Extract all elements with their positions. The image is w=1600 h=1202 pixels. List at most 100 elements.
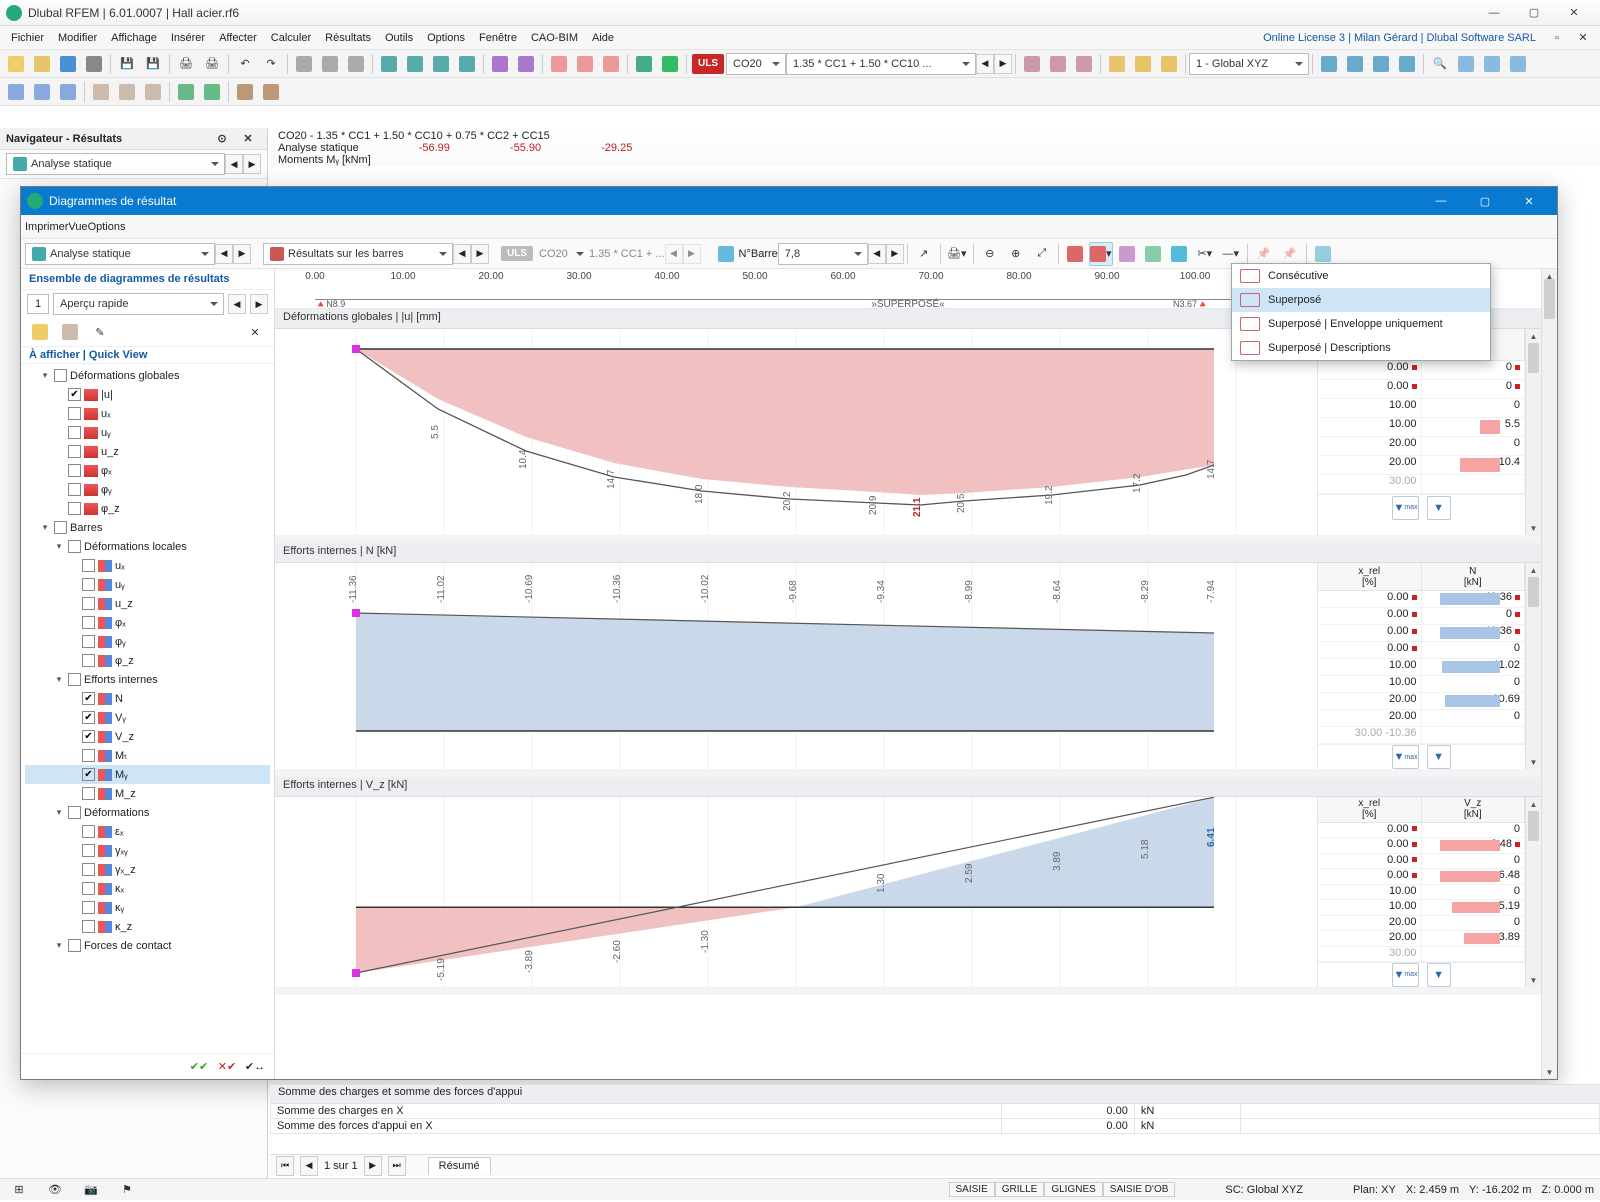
- tree-node-11[interactable]: uᵧ: [25, 575, 270, 594]
- rd-chart-mode-icon[interactable]: [1311, 242, 1335, 266]
- close-button[interactable]: ✕: [1554, 1, 1594, 25]
- foot-next[interactable]: ▶: [364, 1156, 382, 1176]
- inner-close-icon[interactable]: ✕: [1571, 26, 1595, 50]
- tree-node-28[interactable]: κᵧ: [25, 898, 270, 917]
- tree-node-15[interactable]: φ_z: [25, 651, 270, 670]
- popup-item-0[interactable]: Consécutive: [1232, 264, 1490, 288]
- tree-node-14[interactable]: φᵧ: [25, 632, 270, 651]
- rd-diag-5-icon[interactable]: [1167, 242, 1191, 266]
- combo-formula-dropdown[interactable]: 1.35 * CC1 + 1.50 * CC10 ...: [786, 53, 976, 75]
- chart-table-scroll-0[interactable]: ▲▼: [1525, 329, 1541, 535]
- restore-down-icon[interactable]: ▫: [1545, 26, 1569, 50]
- run-calc-icon[interactable]: [658, 52, 682, 76]
- rd-print-icon[interactable]: 🖨▾: [945, 242, 969, 266]
- tree-node-18[interactable]: Vᵧ: [25, 708, 270, 727]
- preset-next[interactable]: ▶: [250, 294, 268, 314]
- nav-close-icon[interactable]: ✕: [236, 127, 260, 151]
- nav-pin-icon[interactable]: ⊙: [210, 127, 234, 151]
- tb2-icon-10[interactable]: [259, 80, 283, 104]
- rd-co-next[interactable]: ▶: [683, 244, 701, 264]
- tb2-icon-3[interactable]: [56, 80, 80, 104]
- rd-zoom-fit-icon[interactable]: ⤢: [1030, 242, 1054, 266]
- filter-max-icon[interactable]: ▼max: [1392, 963, 1418, 987]
- tb-icon-22[interactable]: [1480, 52, 1504, 76]
- combo-prev[interactable]: ◀: [976, 54, 994, 74]
- tb-icon-7[interactable]: [547, 52, 571, 76]
- rd-diag-6-icon[interactable]: ✂▾: [1193, 242, 1217, 266]
- menu-item-fenêtre[interactable]: Fenêtre: [472, 29, 524, 47]
- minimize-button[interactable]: —: [1474, 1, 1514, 25]
- tree-node-21[interactable]: Mᵧ: [25, 765, 270, 784]
- tree-node-30[interactable]: ▾Forces de contact: [25, 936, 270, 955]
- tb-icon-5[interactable]: [488, 52, 512, 76]
- tree-node-17[interactable]: N: [25, 689, 270, 708]
- preset-new-icon[interactable]: [28, 320, 52, 344]
- status-toggle-saisie[interactable]: SAISIE: [949, 1182, 995, 1197]
- rd-filter-icon[interactable]: [714, 242, 738, 266]
- filter-clear-icon[interactable]: ▼: [1427, 745, 1451, 769]
- nbarre-next[interactable]: ▶: [886, 244, 904, 264]
- redo-icon[interactable]: ↷: [259, 52, 283, 76]
- rd-menu-options[interactable]: Options: [88, 221, 126, 233]
- tree-node-5[interactable]: φₓ: [25, 461, 270, 480]
- tb-icon-21[interactable]: [1454, 52, 1478, 76]
- tb-icon-12[interactable]: [1046, 52, 1070, 76]
- menu-item-modifier[interactable]: Modifier: [51, 29, 104, 47]
- open-icon[interactable]: [30, 52, 54, 76]
- tree-node-16[interactable]: ▾Efforts internes: [25, 670, 270, 689]
- nav-prev[interactable]: ◀: [225, 154, 243, 174]
- foot-tab-resume[interactable]: Résumé: [428, 1157, 491, 1175]
- menu-item-outils[interactable]: Outils: [378, 29, 420, 47]
- tb-icon-4[interactable]: [455, 52, 479, 76]
- tree-node-10[interactable]: uₓ: [25, 556, 270, 575]
- nbarre-prev[interactable]: ◀: [868, 244, 886, 264]
- tree-node-6[interactable]: φᵧ: [25, 480, 270, 499]
- tb-icon-19[interactable]: [1369, 52, 1393, 76]
- tb2-icon-2[interactable]: [30, 80, 54, 104]
- tree-node-0[interactable]: ▾Déformations globales: [25, 366, 270, 385]
- rd-diag-stacked-icon[interactable]: ▾: [1089, 242, 1113, 266]
- tb2-icon-1[interactable]: [4, 80, 28, 104]
- tree-node-9[interactable]: ▾Déformations locales: [25, 537, 270, 556]
- rd-an-next[interactable]: ▶: [233, 244, 251, 264]
- preset-edit-icon[interactable]: ✎: [88, 320, 112, 344]
- tb-icon-17[interactable]: [1317, 52, 1341, 76]
- tb-icon-10[interactable]: [632, 52, 656, 76]
- rd-pin2-icon[interactable]: 📌: [1278, 242, 1302, 266]
- save-icon[interactable]: 💾: [115, 52, 139, 76]
- status-icon-1[interactable]: ⊞: [7, 1178, 31, 1202]
- rd-an-prev[interactable]: ◀: [215, 244, 233, 264]
- menu-item-fichier[interactable]: Fichier: [4, 29, 51, 47]
- tb-icon-8[interactable]: [573, 52, 597, 76]
- coord-system-dropdown[interactable]: 1 - Global XYZ: [1189, 53, 1309, 75]
- nbarre-dropdown[interactable]: 7,8: [778, 243, 868, 265]
- tb2-icon-8[interactable]: [200, 80, 224, 104]
- rd-titlebar[interactable]: Diagrammes de résultat — ▢ ✕: [21, 187, 1557, 215]
- tree-node-3[interactable]: uᵧ: [25, 423, 270, 442]
- rd-menu-imprimer[interactable]: Imprimer: [25, 221, 68, 233]
- zoom-in-icon[interactable]: 🔍: [1428, 52, 1452, 76]
- rd-maximize[interactable]: ▢: [1463, 188, 1507, 214]
- tb2-icon-9[interactable]: [233, 80, 257, 104]
- preset-delete-icon[interactable]: ✕: [243, 320, 267, 344]
- menu-item-affecter[interactable]: Affecter: [212, 29, 264, 47]
- model-icon[interactable]: [56, 52, 80, 76]
- tb-icon-23[interactable]: [1506, 52, 1530, 76]
- tree-uncheck-all-icon[interactable]: ✕✔: [215, 1055, 239, 1079]
- tree-toggle-icon[interactable]: ✔↔: [243, 1055, 267, 1079]
- rd-pin1-icon[interactable]: 📌: [1252, 242, 1276, 266]
- status-camera-icon[interactable]: 📷: [79, 1178, 103, 1202]
- popup-item-2[interactable]: Superposé | Enveloppe uniquement: [1232, 312, 1490, 336]
- tree-node-25[interactable]: γₓᵧ: [25, 841, 270, 860]
- tb2-icon-7[interactable]: [174, 80, 198, 104]
- tb2-icon-5[interactable]: [115, 80, 139, 104]
- rd-close[interactable]: ✕: [1507, 188, 1551, 214]
- preset-prev[interactable]: ◀: [228, 294, 246, 314]
- rd-diag-4-icon[interactable]: [1141, 242, 1165, 266]
- preset-copy-icon[interactable]: [58, 320, 82, 344]
- tb2-icon-4[interactable]: [89, 80, 113, 104]
- print-icon[interactable]: 🖨: [174, 52, 198, 76]
- combo-next[interactable]: ▶: [994, 54, 1012, 74]
- rd-diag-7-icon[interactable]: —▾: [1219, 242, 1243, 266]
- filter-max-icon[interactable]: ▼max: [1392, 496, 1418, 520]
